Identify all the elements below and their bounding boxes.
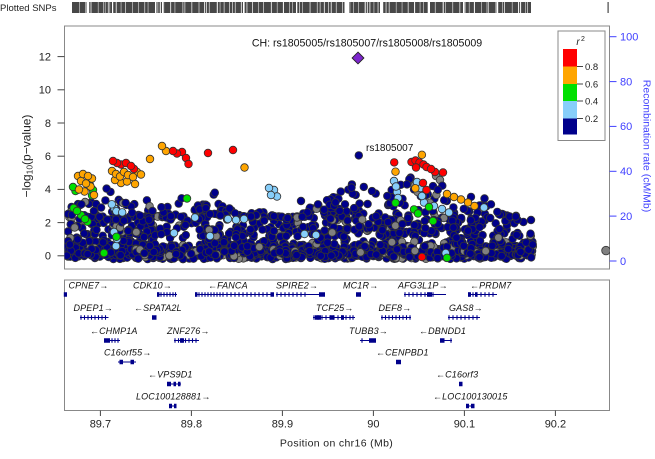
svg-text:90: 90	[367, 419, 379, 431]
svg-text:89.8: 89.8	[181, 419, 202, 431]
svg-text:←FANCA: ←FANCA	[208, 281, 248, 291]
svg-text:CPNE7→: CPNE7→	[69, 281, 109, 291]
svg-text:←DBNDD1: ←DBNDD1	[419, 326, 466, 336]
svg-text:6: 6	[45, 151, 51, 163]
svg-text:CDK10→: CDK10→	[133, 281, 172, 291]
svg-text:←CHMP1A: ←CHMP1A	[90, 326, 138, 336]
svg-text:0.6: 0.6	[585, 80, 598, 91]
svg-text:40: 40	[620, 166, 632, 178]
svg-text:ZNF276→: ZNF276→	[166, 326, 210, 336]
svg-text:←SPATA2L: ←SPATA2L	[134, 303, 182, 313]
svg-text:0: 0	[620, 256, 626, 268]
svg-text:0.8: 0.8	[585, 62, 598, 73]
svg-text:0.4: 0.4	[585, 97, 598, 108]
svg-text:←CENPBD1: ←CENPBD1	[376, 348, 429, 358]
svg-text:←C16orf3: ←C16orf3	[436, 370, 478, 380]
svg-text:TCF25→: TCF25→	[316, 303, 353, 313]
svg-text:SPIRE2→: SPIRE2→	[276, 281, 318, 291]
svg-text:DPEP1→: DPEP1→	[74, 303, 113, 313]
svg-text:CH: rs1805005/rs1805007/rs1805: CH: rs1805005/rs1805007/rs1805008/rs1805…	[252, 38, 482, 50]
svg-text:89.9: 89.9	[272, 419, 293, 431]
svg-text:20: 20	[620, 211, 632, 223]
svg-text:−log10(p−value): −log10(p−value)	[20, 115, 35, 198]
svg-text:GAS8→: GAS8→	[449, 303, 483, 313]
svg-text:0.2: 0.2	[585, 114, 598, 125]
svg-text:C16orf55→: C16orf55→	[104, 348, 151, 358]
svg-text:90.2: 90.2	[545, 419, 566, 431]
svg-text:rs1805007: rs1805007	[366, 143, 414, 154]
svg-text:←PRDM7: ←PRDM7	[470, 281, 512, 291]
svg-text:Position on chr16 (Mb): Position on chr16 (Mb)	[280, 438, 393, 450]
svg-text:8: 8	[45, 118, 51, 130]
svg-text:Plotted SNPs: Plotted SNPs	[0, 3, 57, 14]
svg-text:DEF8→: DEF8→	[379, 303, 412, 313]
svg-text:AFG3L1P→: AFG3L1P→	[397, 281, 448, 291]
svg-text:90.1: 90.1	[454, 419, 475, 431]
svg-text:Recombination rate (cM/Mb): Recombination rate (cM/Mb)	[641, 80, 653, 212]
svg-text:r: r	[576, 37, 580, 48]
svg-text:10: 10	[39, 85, 51, 97]
svg-text:TUBB3→: TUBB3→	[349, 326, 388, 336]
svg-text:2: 2	[45, 217, 51, 229]
svg-text:80: 80	[620, 76, 632, 88]
svg-text:12: 12	[39, 51, 51, 63]
svg-text:100: 100	[620, 32, 638, 44]
svg-text:4: 4	[45, 184, 51, 196]
svg-text:89.7: 89.7	[90, 419, 111, 431]
svg-text:MC1R→: MC1R→	[343, 281, 378, 291]
svg-text:LOC100128881→: LOC100128881→	[136, 392, 211, 402]
svg-text:←VPS9D1: ←VPS9D1	[148, 370, 193, 380]
svg-text:←LOC100130015: ←LOC100130015	[433, 392, 508, 402]
svg-text:2: 2	[581, 36, 585, 43]
svg-text:60: 60	[620, 121, 632, 133]
svg-text:0: 0	[45, 251, 51, 263]
